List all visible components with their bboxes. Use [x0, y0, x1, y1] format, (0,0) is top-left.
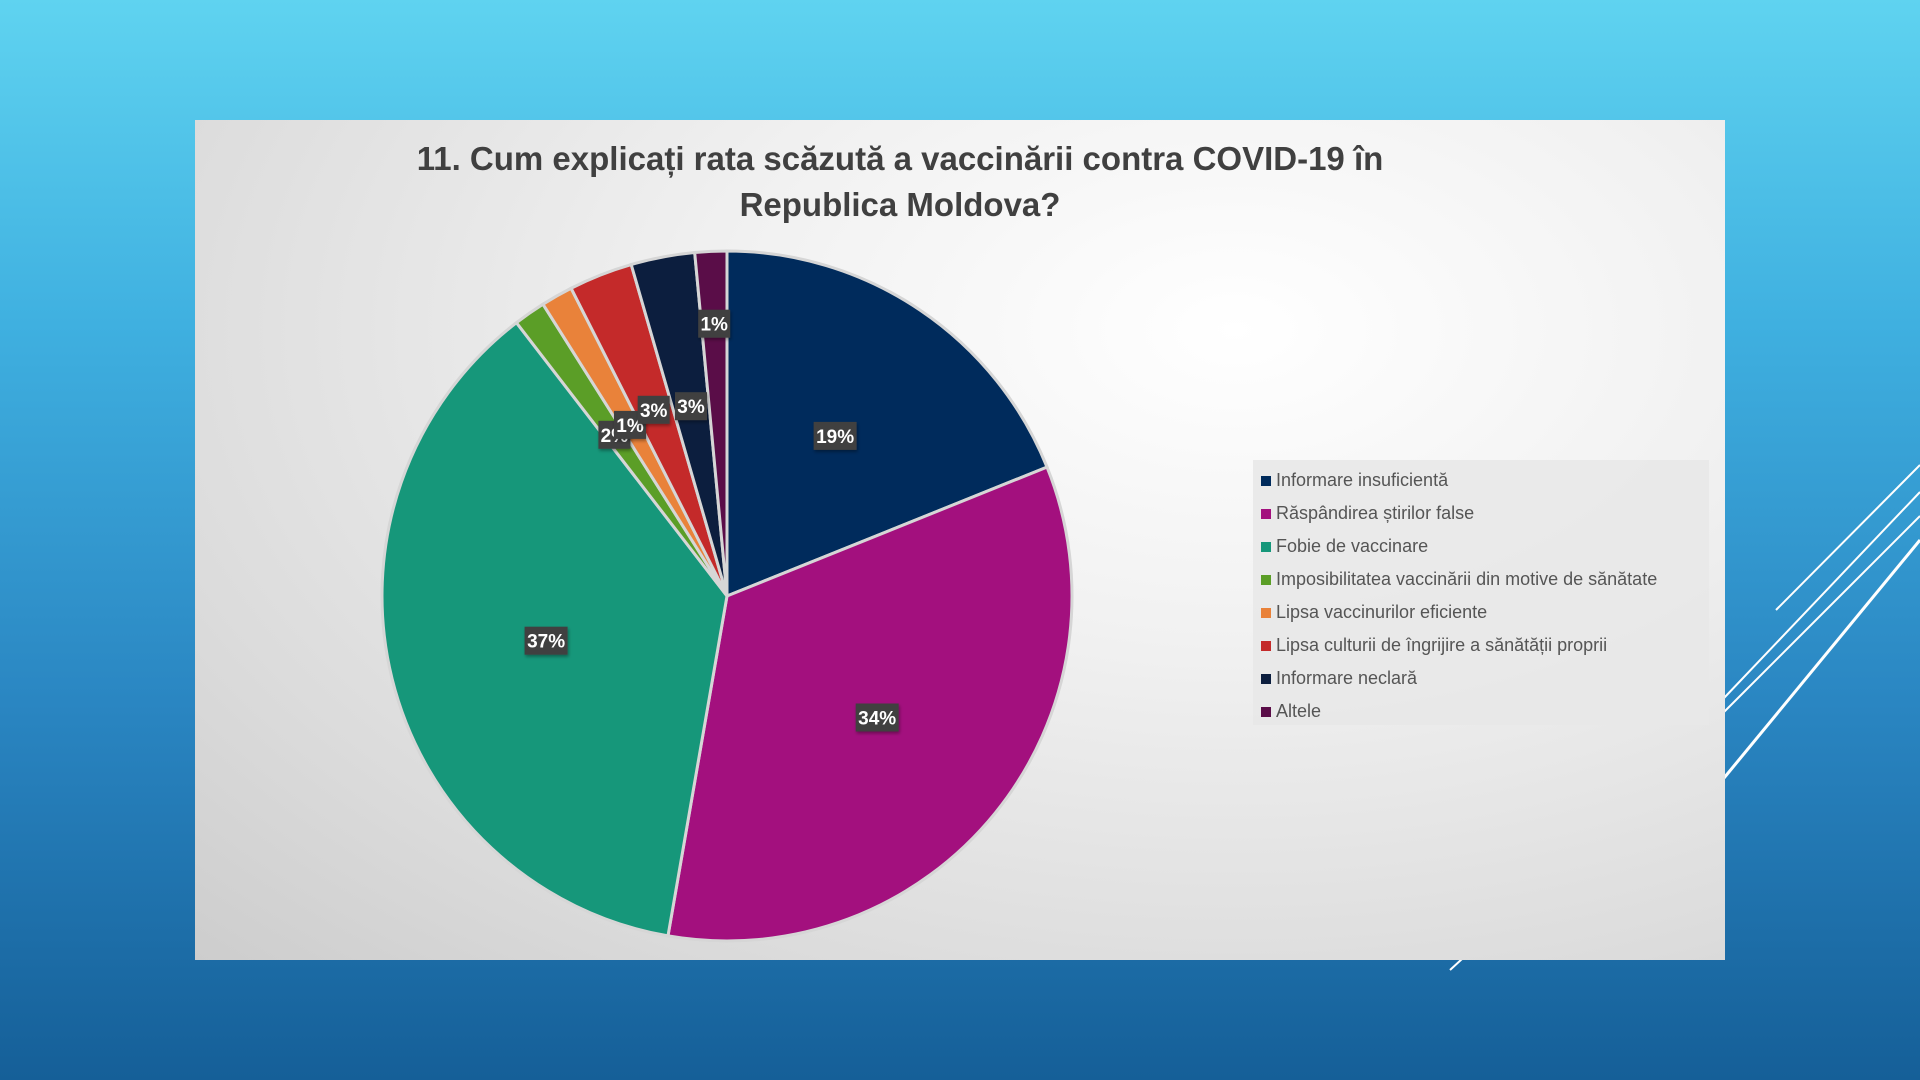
chart-title: 11. Cum explicați rata scăzută a vaccină…	[416, 140, 1384, 223]
svg-text:19%: 19%	[816, 427, 854, 448]
legend-label: Imposibilitatea vaccinării din motive de…	[1276, 569, 1658, 589]
legend-swatch	[1261, 607, 1271, 618]
svg-text:3%: 3%	[677, 397, 705, 418]
data-label: 1%	[698, 309, 731, 338]
data-label: 34%	[855, 703, 899, 732]
data-label: 37%	[524, 626, 568, 655]
data-label: 3%	[675, 392, 707, 421]
legend-label: Informare neclară	[1276, 668, 1418, 688]
legend-item: Fobie de vaccinare	[1261, 530, 1709, 563]
data-label: 3%	[637, 395, 670, 424]
chart-legend: Informare insuficientă Răspândirea știril…	[1253, 460, 1709, 725]
legend-swatch	[1261, 475, 1271, 486]
legend-item: Lipsa vaccinurilor eficiente	[1261, 596, 1709, 629]
svg-text:1%: 1%	[700, 315, 728, 336]
legend-swatch	[1261, 673, 1271, 684]
legend-swatch	[1261, 574, 1271, 585]
svg-text:34%: 34%	[858, 709, 896, 730]
legend-label: Fobie de vaccinare	[1276, 536, 1429, 556]
legend-label: Altele	[1276, 701, 1322, 721]
legend-swatch	[1261, 541, 1271, 552]
svg-text:3%: 3%	[640, 401, 668, 422]
legend-item: Informare insuficientă	[1261, 464, 1709, 497]
svg-text:37%: 37%	[527, 632, 565, 653]
legend-label: Informare insuficientă	[1276, 470, 1449, 490]
svg-text:1%: 1%	[616, 416, 644, 437]
pie-slice	[725, 249, 1049, 599]
legend-item: Imposibilitatea vaccinării din motive de…	[1261, 563, 1709, 596]
legend-label: Lipsa vaccinurilor eficiente	[1276, 602, 1488, 622]
legend-swatch	[1261, 706, 1271, 717]
chart-area: 11. Cum explicați rata scăzută a vaccină…	[195, 120, 1725, 960]
legend-label: Răspândirea știrilor false	[1276, 503, 1475, 523]
data-label: 19%	[813, 421, 857, 450]
legend-item: Răspândirea știrilor false	[1261, 497, 1709, 530]
pie-chart: 19%34%37%2%1%3%3%1%	[380, 249, 1074, 943]
legend-item: Altele	[1261, 695, 1709, 728]
legend-swatch	[1261, 640, 1271, 651]
legend-item: Lipsa culturii de îngrijire a sănătății …	[1261, 629, 1709, 662]
legend-item: Informare neclară	[1261, 662, 1709, 695]
legend-swatch	[1261, 508, 1271, 519]
legend-label: Lipsa culturii de îngrijire a sănătății …	[1276, 635, 1608, 655]
